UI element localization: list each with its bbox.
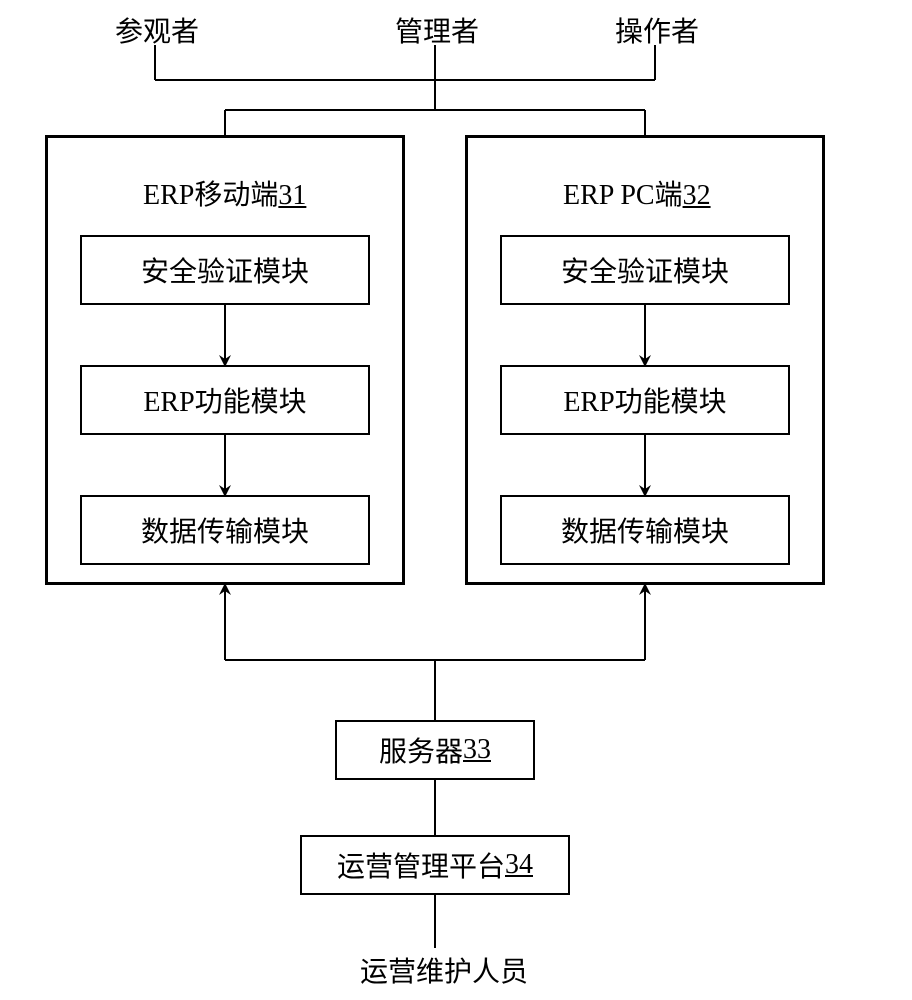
server-num: 33: [463, 734, 491, 766]
mobile-erp-func-module: ERP功能模块: [80, 365, 370, 435]
pc-security-module: 安全验证模块: [500, 235, 790, 305]
ops-staff-label: 运营维护人员: [360, 950, 528, 990]
pc-erp-func-module: ERP功能模块: [500, 365, 790, 435]
role-operator: 操作者: [615, 10, 699, 50]
erp-mobile-title-text: ERP移动端: [143, 180, 278, 211]
mobile-data-tx-module: 数据传输模块: [80, 495, 370, 565]
erp-pc-title-num: 32: [683, 180, 711, 211]
server-box: 服务器33: [335, 720, 535, 780]
platform-box: 运营管理平台34: [300, 835, 570, 895]
role-manager: 管理者: [395, 10, 479, 50]
server-label: 服务器: [379, 730, 463, 770]
erp-mobile-title: ERP移动端31: [143, 173, 306, 213]
erp-mobile-title-num: 31: [278, 180, 306, 211]
platform-label: 运营管理平台: [337, 845, 505, 885]
erp-pc-title-text: ERP PC端: [563, 180, 683, 211]
mobile-security-module: 安全验证模块: [80, 235, 370, 305]
pc-data-tx-module: 数据传输模块: [500, 495, 790, 565]
platform-num: 34: [505, 849, 533, 881]
role-visitor: 参观者: [115, 10, 199, 50]
erp-pc-title: ERP PC端32: [563, 173, 711, 213]
